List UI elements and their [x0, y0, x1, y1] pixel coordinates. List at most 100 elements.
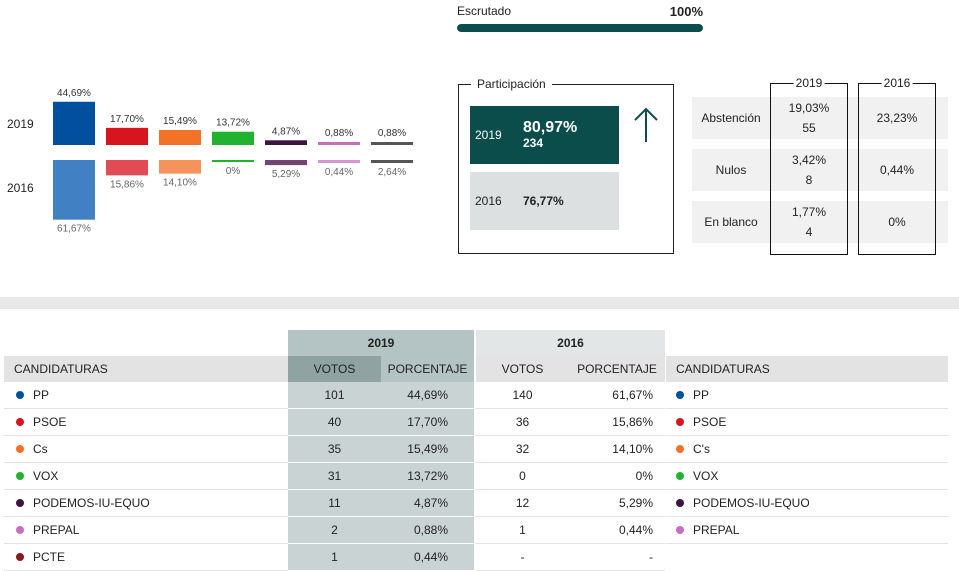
abstencion-2019-count: 4 [805, 225, 813, 239]
column-year-2019: 2019 [793, 76, 825, 90]
party-color-dot [676, 418, 684, 426]
bar-2016-pcte [371, 160, 413, 163]
party-color-dot [676, 499, 684, 507]
party-cell: PREPAL [4, 517, 288, 544]
votos-2016-cell: 140 [476, 382, 569, 409]
abstencion-2019-count: 55 [802, 121, 816, 135]
bar-2019-vox [212, 131, 254, 145]
party-2016-cell: PSOE [666, 409, 948, 436]
participacion-2019-year: 2019 [475, 128, 502, 142]
participacion-2016-box: 2016 76,77% [470, 172, 619, 230]
column-header-porcentaje-2016: PORCENTAJE [569, 356, 665, 382]
votos-2019-cell: 40 [288, 409, 381, 436]
bar-label-2019: 4,87% [272, 126, 300, 137]
votos-2019-cell: 11 [288, 490, 381, 517]
porcentaje-2019-cell: 13,72% [381, 463, 474, 490]
party-cell: PCTE [4, 544, 288, 571]
bar-2016-prepal [318, 160, 360, 163]
votos-2019-cell: 101 [288, 382, 381, 409]
party-color-dot [16, 418, 24, 426]
abstencion-2019-cell: 19,03% 55 [770, 97, 848, 139]
abstencion-2016-pct: 0% [888, 215, 906, 229]
bar-2016-cs [159, 160, 201, 174]
bar-2019-pcte [371, 142, 413, 145]
column-frame-2019: 2019 [770, 76, 848, 255]
arrow-up-icon [634, 107, 658, 142]
party-color-dot [676, 391, 684, 399]
column-header-votos-2016: VOTOS [476, 356, 569, 382]
porcentaje-2016-cell: 15,86% [569, 409, 665, 436]
column-header-candidaturas: CANDIDATURAS [4, 356, 288, 382]
party-2016-cell [666, 544, 948, 571]
party-name: PP [33, 388, 50, 402]
table-row: PCTE 1 0,44% - - [0, 544, 959, 571]
table-row: PODEMOS-IU-EQUO 11 4,87% 12 5,29% PODEMOS-IU-… [0, 490, 959, 517]
table-row: VOX 31 13,72% 0 0% VOX [0, 463, 959, 490]
bar-label-2016: 61,67% [57, 224, 91, 235]
party-cell: PODEMOS-IU-EQUO [4, 490, 288, 517]
bar-label-2016: 2,64% [378, 167, 406, 178]
year-header-2019: 2019 [288, 330, 474, 356]
party-color-dot [676, 472, 684, 480]
porcentaje-2016-cell: 0,44% [569, 517, 665, 544]
party-name-2016: PP [693, 388, 710, 402]
series-label-2016: 2016 [7, 181, 34, 195]
abstencion-row-label: Abstención [701, 111, 761, 125]
abstencion-2019-pct: 19,03% [788, 101, 830, 115]
party-color-dot [16, 526, 24, 534]
party-color-dot [676, 445, 684, 453]
table-row: Cs 35 15,49% 32 14,10% C's [0, 436, 959, 463]
participacion-panel: Participación 2019 80,97% 234 2016 76,77… [458, 77, 674, 254]
party-name: PSOE [33, 415, 67, 429]
party-name: VOX [33, 469, 59, 483]
party-name-2016: PODEMOS-IU-EQUO [693, 496, 810, 510]
bar-label-2019: 15,49% [163, 116, 197, 127]
abstencion-row: En blanco 1,77% 4 0% [692, 201, 948, 243]
porcentaje-2019-cell: 4,87% [381, 490, 474, 517]
party-color-dot [16, 445, 24, 453]
column-header-votos-2019: VOTOS [288, 356, 381, 382]
bar-2016-vox [212, 160, 254, 162]
votos-2019-cell: 31 [288, 463, 381, 490]
votos-2019-cell: 1 [288, 544, 381, 571]
table-row: PP 101 44,69% 140 61,67% PP [0, 382, 959, 409]
bar-2019-pp [53, 101, 95, 145]
abstencion-2016-pct: 0,44% [879, 163, 915, 177]
bar-label-2019: 0,88% [378, 128, 406, 139]
bar-2019-prepal [318, 142, 360, 145]
bar-label-2019: 0,88% [325, 128, 353, 139]
abstencion-2019-count: 8 [805, 173, 813, 187]
bar-label-2016: 0% [226, 166, 241, 177]
party-name: PREPAL [33, 523, 80, 537]
party-2016-cell: VOX [666, 463, 948, 490]
escrutado-value: 100% [669, 4, 703, 19]
party-2016-cell: C's [666, 436, 948, 463]
votos-2016-cell: - [476, 544, 569, 571]
votos-2019-cell: 2 [288, 517, 381, 544]
porcentaje-2019-cell: 44,69% [381, 382, 474, 409]
party-color-dot [16, 499, 24, 507]
abstencion-2016-pct: 23,23% [876, 111, 918, 125]
escrutado-fill [457, 24, 703, 32]
party-name-2016: PREPAL [693, 523, 740, 537]
bar-2016-psoe [106, 160, 148, 176]
participacion-2016-pct: 76,77% [523, 194, 564, 208]
participacion-2019-pct: 80,97% [523, 119, 578, 136]
party-2016-cell: PP [666, 382, 948, 409]
party-cell: PP [4, 382, 288, 409]
participacion-2019-box: 2019 80,97% 234 [470, 106, 619, 164]
table-row: PSOE 40 17,70% 36 15,86% PSOE [0, 409, 959, 436]
abstencion-row-label: En blanco [704, 215, 758, 229]
abstencion-2019-pct: 1,77% [791, 205, 827, 219]
bar-2019-psoe [106, 127, 148, 145]
column-year-2016: 2016 [881, 76, 913, 90]
series-label-2019: 2019 [7, 117, 34, 131]
party-cell: VOX [4, 463, 288, 490]
bar-2019-podemos-iu-equo [265, 140, 307, 145]
vote-share-bar-chart: 2019 2016 44,69% 61,67% 17,70% 15,86% 15,49% 14… [7, 88, 413, 235]
bar-2016-pp [53, 160, 95, 220]
votos-2016-cell: 12 [476, 490, 569, 517]
abstencion-row: Nulos 3,42% 8 0,44% [692, 149, 948, 191]
votos-2016-cell: 36 [476, 409, 569, 436]
porcentaje-2019-cell: 0,88% [381, 517, 474, 544]
